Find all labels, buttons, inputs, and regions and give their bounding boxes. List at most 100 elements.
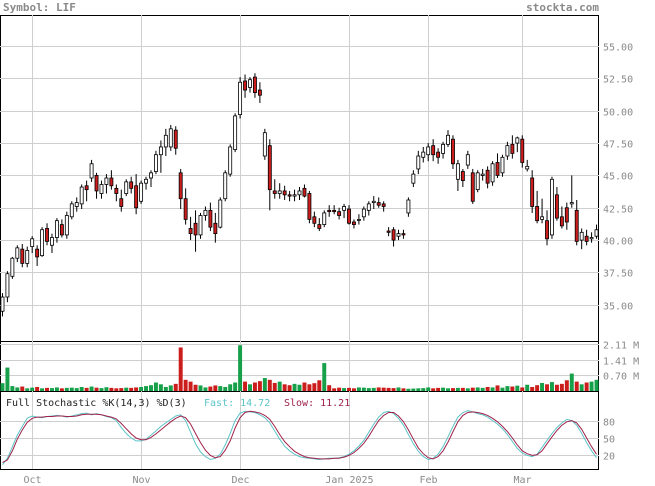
volume-bar xyxy=(213,385,218,391)
candle-up xyxy=(396,233,401,237)
candle-up xyxy=(416,155,421,170)
volume-bar xyxy=(396,387,401,391)
candle-down xyxy=(530,177,535,207)
volume-bar xyxy=(248,384,252,391)
volume-bar xyxy=(15,387,20,391)
candle-down xyxy=(208,209,213,228)
volume-bar xyxy=(465,388,470,391)
volume-bar xyxy=(203,387,208,391)
candle-down xyxy=(302,187,307,197)
candle-up xyxy=(203,209,208,216)
volume-tick-label: 2.11 M xyxy=(603,341,639,352)
volume-bar xyxy=(589,381,594,391)
volume-bar xyxy=(183,379,188,391)
candle-up xyxy=(54,220,59,238)
volume-bar xyxy=(272,382,277,391)
price-tick-label: 45.00 xyxy=(603,172,633,183)
volume-bar xyxy=(30,387,35,391)
candle-up xyxy=(154,154,158,172)
volume-tick-label: 0.70 M xyxy=(603,372,639,383)
volume-bar xyxy=(252,382,257,391)
volume-bar xyxy=(545,384,550,391)
symbol-label: Symbol: LIF xyxy=(3,1,76,14)
volume-bar xyxy=(307,384,312,391)
candle-up xyxy=(168,128,173,148)
volume-bar xyxy=(505,386,510,391)
candle-up xyxy=(505,145,510,157)
volume-bar xyxy=(188,381,193,391)
candle-up xyxy=(30,238,35,247)
candle-down xyxy=(386,230,391,233)
candle-up xyxy=(64,215,69,236)
candle-down xyxy=(287,194,292,197)
candle-down xyxy=(470,172,475,202)
candle-down xyxy=(381,203,386,207)
candle-up xyxy=(589,237,594,240)
volume-bar xyxy=(446,388,450,391)
candle-down xyxy=(510,143,515,154)
volume-bar xyxy=(510,386,515,391)
candle-down xyxy=(317,224,322,229)
volume-bar xyxy=(327,385,332,391)
volume-bar xyxy=(134,387,139,391)
volume-bar xyxy=(79,386,84,391)
candle-up xyxy=(366,203,371,211)
x-tick-label: Nov xyxy=(132,475,150,486)
candle-down xyxy=(134,185,139,209)
candle-up xyxy=(406,199,411,214)
stochastic-tick-label: 80 xyxy=(603,418,615,429)
volume-bar xyxy=(149,385,153,391)
volume-bar xyxy=(540,382,545,391)
candle-up xyxy=(475,172,480,191)
volume-bar xyxy=(569,373,574,391)
volume-bar xyxy=(233,382,238,391)
volume-bar xyxy=(500,387,505,391)
candle-up xyxy=(0,296,5,312)
candle-up xyxy=(10,257,15,277)
volume-bar xyxy=(579,384,584,391)
volume-bar xyxy=(475,387,480,391)
price-tick-label: 52.50 xyxy=(603,75,633,86)
candle-up xyxy=(361,208,366,218)
volume-bar xyxy=(10,386,15,391)
candle-down xyxy=(451,138,455,165)
candle-down xyxy=(431,145,436,156)
x-tick-label: Oct xyxy=(23,475,41,486)
volume-bar xyxy=(574,381,579,391)
candle-down xyxy=(332,209,337,213)
candle-up xyxy=(421,151,426,158)
candle-down xyxy=(327,209,332,213)
volume-bar xyxy=(5,367,10,391)
candle-up xyxy=(371,200,376,203)
candle-down xyxy=(45,228,49,242)
candle-down xyxy=(312,216,317,224)
volume-bar xyxy=(243,381,248,391)
volume-bar xyxy=(119,388,124,391)
x-tick-label: Dec xyxy=(231,475,249,486)
price-tick-label: 37.50 xyxy=(603,269,633,280)
volume-bar xyxy=(401,388,406,391)
volume-bar xyxy=(554,384,559,391)
candle-up xyxy=(139,182,144,202)
candle-up xyxy=(15,247,20,259)
candle-down xyxy=(272,190,277,194)
candle-up xyxy=(490,163,495,183)
candle-up xyxy=(525,165,530,170)
volume-bar xyxy=(460,387,465,391)
volume-bar xyxy=(302,382,307,391)
stochastic-fast-label: Fast: 14.72 xyxy=(204,398,270,409)
volume-bar xyxy=(386,387,391,391)
volume-bar xyxy=(421,388,426,391)
volume-bar xyxy=(109,387,114,391)
volume-bar xyxy=(376,387,381,391)
volume-bar xyxy=(49,388,54,391)
volume-bar xyxy=(416,388,421,391)
volume-panel xyxy=(0,341,599,392)
candle-up xyxy=(540,216,545,220)
candle-down xyxy=(564,207,569,223)
volume-bar xyxy=(84,387,89,391)
candle-down xyxy=(554,194,559,219)
candle-up xyxy=(218,199,223,228)
volume-bar xyxy=(391,388,396,391)
